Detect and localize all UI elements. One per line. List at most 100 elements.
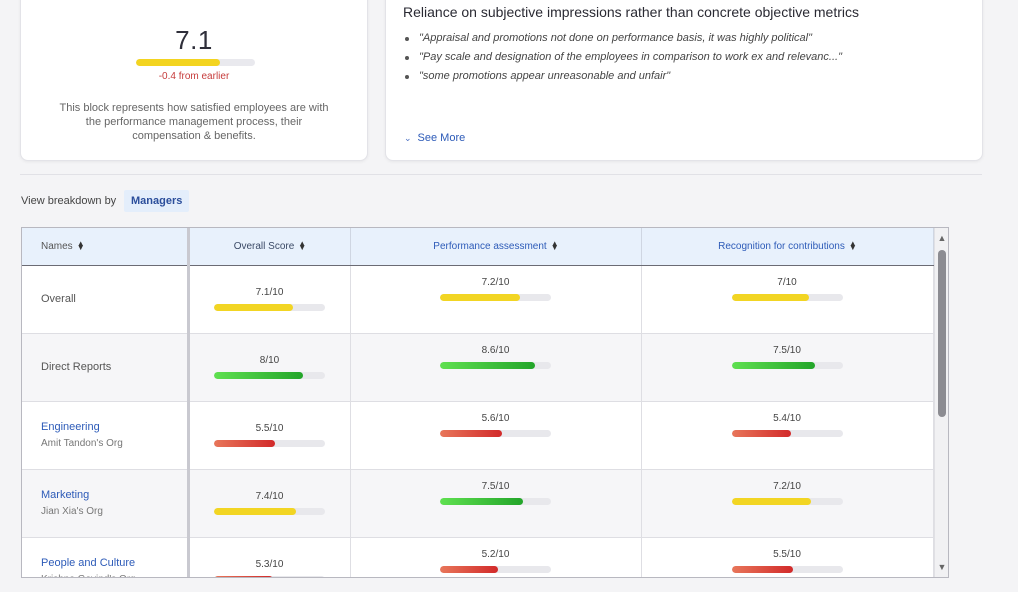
metric-value: 7.2/10 bbox=[773, 481, 801, 492]
vertical-scrollbar[interactable]: ▲ ▼ bbox=[934, 228, 948, 577]
metric-value: 7.5/10 bbox=[773, 345, 801, 356]
table-row: Engineering Amit Tandon's Org 5.5/10 5.6/10… bbox=[22, 401, 934, 470]
row-subtitle: Krishna Govind's Org bbox=[41, 574, 187, 577]
score-bar-fill bbox=[440, 498, 524, 505]
breakdown-table: Names ▲ ▼ Overall Score ▲ ▼ Performance asse… bbox=[21, 227, 949, 578]
score-bar-fill bbox=[731, 566, 793, 573]
table-row: Overall 7.1/10 7.2/10 7/10 bbox=[22, 265, 934, 334]
metric-value: 7.2/10 bbox=[481, 277, 510, 288]
metric-cell-recognition: 5.5/10 bbox=[641, 537, 934, 577]
score-bar bbox=[731, 430, 843, 437]
score-bar bbox=[440, 362, 551, 369]
metric-cell-overall: 7.4/10 bbox=[188, 469, 351, 538]
score-bar-fill bbox=[440, 362, 536, 369]
row-name-cell: Marketing Jian Xia's Org bbox=[22, 469, 190, 538]
row-name-cell: Direct Reports bbox=[22, 333, 190, 402]
row-subtitle: Jian Xia's Org bbox=[41, 506, 103, 517]
score-description: This block represents how satisfied empl… bbox=[59, 102, 329, 142]
column-header-performance-assessment[interactable]: Performance assessment ▲ ▼ bbox=[350, 228, 642, 266]
score-bar-fill bbox=[731, 430, 792, 437]
table-header-row: Names ▲ ▼ Overall Score ▲ ▼ Performance asse… bbox=[22, 228, 934, 266]
row-name[interactable]: Engineering bbox=[41, 421, 100, 433]
metric-cell-overall: 5.3/10 bbox=[188, 537, 351, 577]
breakdown-label: View breakdown by bbox=[21, 195, 117, 207]
score-bar bbox=[214, 576, 325, 577]
score-bar bbox=[214, 508, 325, 515]
score-bar bbox=[731, 362, 843, 369]
row-name: Overall bbox=[41, 293, 76, 305]
table-row: People and Culture Krishna Govind's Org 5.… bbox=[22, 537, 934, 577]
score-delta: -0.4 from earlier bbox=[158, 71, 230, 82]
score-bar bbox=[214, 372, 325, 379]
triangle-down-icon[interactable]: ▼ bbox=[937, 562, 947, 572]
score-bar bbox=[440, 566, 551, 573]
metric-value: 5.5/10 bbox=[773, 549, 801, 560]
score-value: 7.1 bbox=[175, 25, 213, 55]
metric-cell-overall: 8/10 bbox=[188, 333, 351, 402]
metric-cell-recognition: 5.4/10 bbox=[641, 401, 934, 470]
column-header-names[interactable]: Names ▲ ▼ bbox=[22, 228, 190, 266]
metric-value: 5.4/10 bbox=[773, 413, 801, 424]
row-name[interactable]: People and Culture bbox=[41, 557, 136, 569]
metric-cell-performance: 8.6/10 bbox=[350, 333, 642, 402]
insight-quote: "some promotions appear unreasonable and… bbox=[403, 67, 842, 86]
score-card: 7.1 -0.4 from earlier This block represe… bbox=[20, 0, 368, 161]
score-bar bbox=[214, 304, 325, 311]
row-name[interactable]: Marketing bbox=[41, 489, 90, 501]
score-bar-fill bbox=[214, 508, 297, 515]
table-row: Marketing Jian Xia's Org 7.4/10 7.5/10 7.2/1… bbox=[22, 469, 934, 538]
column-header-overall-score[interactable]: Overall Score ▲ ▼ bbox=[188, 228, 351, 266]
sort-icon[interactable]: ▲ ▼ bbox=[848, 239, 857, 253]
insight-quotes-list: "Appraisal and promotions not done on pe… bbox=[403, 29, 842, 86]
see-more-button[interactable]: ⌄ See More bbox=[404, 132, 465, 144]
score-bar-fill bbox=[214, 304, 293, 311]
metric-value: 8.6/10 bbox=[481, 345, 510, 356]
metric-cell-performance: 5.2/10 bbox=[350, 537, 642, 577]
metric-value: 8/10 bbox=[259, 355, 280, 366]
score-bar-fill bbox=[731, 294, 810, 301]
column-header-label: Performance assessment bbox=[433, 240, 547, 252]
column-header-label: Recognition for contributions bbox=[718, 240, 845, 252]
metric-value: 7.4/10 bbox=[255, 491, 284, 502]
score-bar bbox=[440, 294, 551, 301]
metric-cell-overall: 7.1/10 bbox=[188, 265, 351, 334]
metric-value: 7.5/10 bbox=[481, 481, 510, 492]
score-bar-fill bbox=[440, 566, 498, 573]
metric-value: 7.1/10 bbox=[255, 287, 284, 298]
metric-value: 7/10 bbox=[777, 277, 797, 288]
column-header-label: Overall Score bbox=[233, 240, 295, 252]
triangle-up-icon[interactable]: ▲ bbox=[937, 233, 947, 243]
score-bar bbox=[214, 440, 325, 447]
metric-cell-performance: 7.5/10 bbox=[350, 469, 642, 538]
sort-icon[interactable]: ▲ ▼ bbox=[76, 239, 85, 253]
chevron-down-icon: ⌄ bbox=[404, 132, 412, 143]
section-divider bbox=[20, 174, 982, 175]
row-name: Direct Reports bbox=[41, 361, 112, 373]
table-body: Overall 7.1/10 7.2/10 7/10 Direct Reports 8/1… bbox=[22, 265, 934, 577]
score-bar-fill bbox=[440, 294, 520, 301]
score-bar bbox=[731, 498, 843, 505]
score-bar-fill bbox=[214, 372, 303, 379]
metric-value: 5.5/10 bbox=[255, 423, 284, 434]
column-header-recognition[interactable]: Recognition for contributions ▲ ▼ bbox=[641, 228, 934, 266]
score-bar-fill bbox=[731, 362, 815, 369]
metric-cell-performance: 7.2/10 bbox=[350, 265, 642, 334]
score-bar bbox=[440, 430, 551, 437]
metric-cell-recognition: 7/10 bbox=[641, 265, 934, 334]
metric-value: 5.6/10 bbox=[481, 413, 510, 424]
score-bar bbox=[440, 498, 551, 505]
score-bar bbox=[136, 59, 255, 66]
sort-icon[interactable]: ▲ ▼ bbox=[550, 239, 559, 253]
table-row: Direct Reports 8/10 8.6/10 7.5/10 bbox=[22, 333, 934, 402]
metric-cell-recognition: 7.5/10 bbox=[641, 333, 934, 402]
metric-value: 5.2/10 bbox=[481, 549, 510, 560]
breakdown-selector[interactable]: Managers bbox=[124, 190, 190, 212]
scrollbar-thumb[interactable] bbox=[938, 250, 946, 417]
score-bar bbox=[731, 294, 843, 301]
row-name-cell: Engineering Amit Tandon's Org bbox=[22, 401, 190, 470]
row-name-cell: Overall bbox=[22, 265, 190, 334]
row-subtitle: Amit Tandon's Org bbox=[41, 438, 123, 449]
row-name-cell: People and Culture Krishna Govind's Org bbox=[22, 537, 190, 577]
see-more-label: See More bbox=[417, 132, 466, 144]
sort-icon[interactable]: ▲ ▼ bbox=[298, 239, 307, 253]
